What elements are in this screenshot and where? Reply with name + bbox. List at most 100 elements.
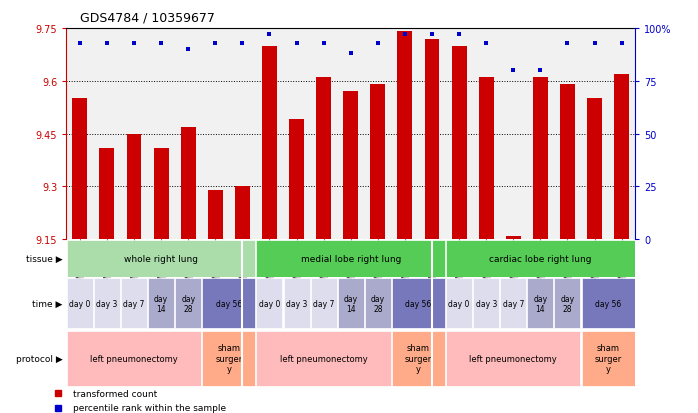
Text: time ▶: time ▶	[32, 299, 63, 308]
Bar	[66, 29, 94, 240]
Bar	[424, 39, 440, 240]
FancyBboxPatch shape	[338, 279, 364, 329]
FancyBboxPatch shape	[283, 279, 310, 329]
Text: left pneumonectomy: left pneumonectomy	[90, 354, 178, 363]
Bar	[608, 29, 635, 240]
Bar	[445, 29, 473, 240]
Text: day
14: day 14	[343, 294, 358, 313]
Point	[74, 40, 85, 47]
Text: sham
surger
y: sham surger y	[595, 344, 622, 373]
FancyBboxPatch shape	[202, 331, 255, 386]
Point	[318, 40, 329, 47]
FancyBboxPatch shape	[67, 331, 201, 386]
Point	[399, 32, 410, 38]
Point	[426, 32, 438, 38]
Bar	[419, 29, 445, 240]
Bar	[126, 134, 142, 240]
FancyBboxPatch shape	[528, 279, 554, 329]
FancyBboxPatch shape	[365, 279, 391, 329]
Text: left pneumonectomy: left pneumonectomy	[469, 354, 557, 363]
FancyBboxPatch shape	[256, 240, 445, 277]
Point	[454, 32, 465, 38]
Point	[156, 40, 167, 47]
Point	[481, 40, 492, 47]
Point	[291, 40, 302, 47]
Bar	[614, 74, 629, 240]
Bar	[121, 29, 147, 240]
FancyBboxPatch shape	[256, 279, 283, 329]
Bar	[202, 29, 229, 240]
Bar	[473, 29, 500, 240]
Bar	[371, 85, 385, 240]
Point	[507, 68, 519, 74]
Text: tissue ▶: tissue ▶	[27, 254, 63, 263]
FancyBboxPatch shape	[446, 240, 634, 277]
Text: day 7: day 7	[503, 299, 524, 308]
Point	[237, 40, 248, 47]
Bar	[337, 29, 364, 240]
Text: day 3: day 3	[96, 299, 118, 308]
Bar	[208, 190, 223, 240]
Text: day 0: day 0	[69, 299, 91, 308]
Text: day 3: day 3	[475, 299, 497, 308]
Text: whole right lung: whole right lung	[124, 254, 198, 263]
Text: sham
surger
y: sham surger y	[405, 344, 432, 373]
FancyBboxPatch shape	[392, 279, 445, 329]
Bar	[397, 32, 413, 240]
Bar	[554, 29, 581, 240]
Bar	[587, 99, 602, 240]
FancyBboxPatch shape	[256, 331, 391, 386]
Bar	[100, 148, 114, 240]
Text: protocol ▶: protocol ▶	[16, 354, 63, 363]
Point	[616, 40, 628, 47]
Bar	[316, 78, 331, 240]
FancyBboxPatch shape	[581, 331, 634, 386]
Point	[589, 40, 600, 47]
Point	[346, 51, 357, 57]
FancyBboxPatch shape	[473, 279, 499, 329]
Bar	[364, 29, 392, 240]
Bar	[283, 29, 310, 240]
Text: left pneumonectomy: left pneumonectomy	[280, 354, 368, 363]
FancyBboxPatch shape	[581, 279, 634, 329]
FancyBboxPatch shape	[446, 279, 472, 329]
Text: day 56: day 56	[216, 299, 242, 308]
Point	[209, 40, 221, 47]
Text: day
14: day 14	[533, 294, 547, 313]
Text: day 7: day 7	[313, 299, 334, 308]
Bar	[147, 29, 174, 240]
Bar	[533, 78, 548, 240]
FancyBboxPatch shape	[121, 279, 147, 329]
Text: cardiac lobe right lung: cardiac lobe right lung	[489, 254, 592, 263]
Text: medial lobe right lung: medial lobe right lung	[301, 254, 401, 263]
FancyBboxPatch shape	[446, 331, 581, 386]
Text: day 0: day 0	[448, 299, 470, 308]
Point	[183, 47, 194, 53]
Text: day 56: day 56	[595, 299, 621, 308]
Text: day
28: day 28	[371, 294, 385, 313]
Text: day
28: day 28	[560, 294, 574, 313]
Bar	[181, 127, 195, 240]
FancyBboxPatch shape	[94, 279, 120, 329]
Bar	[310, 29, 337, 240]
Bar	[174, 29, 202, 240]
FancyBboxPatch shape	[500, 279, 526, 329]
Bar	[581, 29, 608, 240]
Point	[264, 32, 275, 38]
FancyBboxPatch shape	[311, 279, 336, 329]
FancyBboxPatch shape	[67, 279, 93, 329]
Bar	[560, 85, 575, 240]
FancyBboxPatch shape	[392, 331, 445, 386]
Bar	[527, 29, 554, 240]
Text: percentile rank within the sample: percentile rank within the sample	[73, 404, 226, 412]
Text: day 3: day 3	[286, 299, 307, 308]
Bar	[500, 29, 527, 240]
FancyBboxPatch shape	[67, 240, 255, 277]
Bar	[506, 236, 521, 240]
Bar	[235, 187, 250, 240]
Point	[372, 40, 383, 47]
Point	[562, 40, 573, 47]
Bar	[256, 29, 283, 240]
Text: GDS4784 / 10359677: GDS4784 / 10359677	[80, 12, 215, 25]
Text: day 0: day 0	[259, 299, 280, 308]
